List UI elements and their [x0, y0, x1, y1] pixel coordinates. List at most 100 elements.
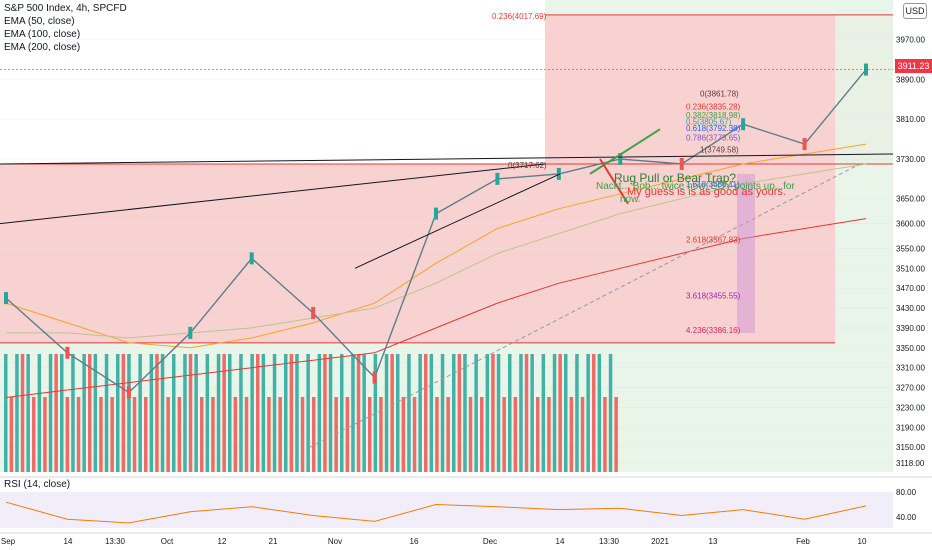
- annotation-line-1: Nackt... Bob... twice now. EOY points up…: [596, 181, 795, 192]
- volume-bar: [362, 354, 366, 472]
- volume-bar: [138, 354, 142, 472]
- price-candle: [126, 386, 131, 399]
- price-candle: [188, 326, 193, 339]
- volume-bar: [312, 397, 316, 472]
- volume-bar: [26, 354, 30, 472]
- fib-level-label: 0.618(3792.38): [686, 124, 741, 133]
- volume-bar: [177, 397, 182, 472]
- volume-bar: [390, 354, 394, 472]
- volume-bar: [356, 354, 361, 472]
- volume-bar: [440, 354, 445, 472]
- volume-bar: [144, 397, 148, 472]
- volume-bar: [351, 354, 355, 472]
- y-tick-label: 3470.00: [896, 284, 925, 293]
- y-tick-label: 3810.00: [896, 115, 925, 124]
- volume-bar: [536, 397, 540, 472]
- volume-bar: [401, 397, 406, 472]
- fib-level-label: 0.236(3835.28): [686, 103, 741, 112]
- y-tick-label: 3230.00: [896, 403, 925, 412]
- volume-bar: [485, 354, 490, 472]
- volume-bar: [603, 397, 607, 472]
- x-tick-label: Nov: [328, 537, 342, 546]
- y-tick-label: 3390.00: [896, 324, 925, 333]
- fib-level-label: 0.382(3818.98): [686, 111, 741, 120]
- volume-bar: [222, 354, 226, 472]
- fib-zone-green-right: [835, 14, 893, 472]
- volume-bar: [580, 397, 585, 472]
- volume-bar: [317, 354, 322, 472]
- volume-bar: [239, 354, 243, 472]
- volume-bar: [183, 354, 187, 472]
- x-tick-label: Oct: [161, 537, 174, 546]
- volume-bar: [60, 354, 64, 472]
- fib-level-label: 0.786(3773.65): [686, 133, 741, 142]
- volume-bar: [88, 354, 92, 472]
- y-tick-label: 3350.00: [896, 344, 925, 353]
- volume-bar: [76, 397, 81, 472]
- volume-bar: [323, 354, 327, 472]
- volume-bar: [608, 354, 613, 472]
- rsi-tick-label: 40.00: [896, 513, 917, 522]
- volume-bar: [407, 354, 411, 472]
- volume-bar: [200, 397, 204, 472]
- volume-bar: [368, 397, 372, 472]
- volume-bar: [37, 354, 42, 472]
- volume-bar: [116, 354, 120, 472]
- volume-bar: [614, 397, 618, 472]
- volume-bar: [48, 354, 53, 472]
- last-price-badge: 3911.23: [895, 59, 932, 73]
- volume-bar: [519, 354, 523, 472]
- volume-bar: [110, 397, 114, 472]
- x-axis: Sep 14 13:30 Oct 12 21 Nov 16 Dec 14 13:30 2021 13 Fe…: [0, 532, 932, 546]
- legend-ema100: EMA (100, close): [4, 29, 81, 40]
- volume-bar: [9, 397, 14, 472]
- volume-bar: [284, 354, 288, 472]
- volume-bar: [424, 354, 428, 472]
- volume-bar: [491, 354, 495, 472]
- price-candle: [679, 157, 684, 170]
- volume-bar: [295, 354, 299, 472]
- price-candle: [249, 252, 254, 265]
- currency-button[interactable]: USD: [903, 3, 927, 19]
- x-tick-label: 13: [709, 537, 718, 546]
- y-tick-label: 3650.00: [896, 195, 925, 204]
- volume-bar: [384, 354, 389, 472]
- red-arrow: [599, 158, 629, 205]
- volume-bar: [586, 354, 590, 472]
- volume-bar: [300, 397, 305, 472]
- volume-bar: [446, 397, 450, 472]
- x-tick-label: 13:30: [599, 537, 620, 546]
- series-line-2: [5, 218, 867, 398]
- x-tick-label: 14: [556, 537, 565, 546]
- y-tick-label: 3890.00: [896, 75, 925, 84]
- volume-bar: [429, 354, 434, 472]
- volume-bar: [172, 354, 176, 472]
- volume-bar: [278, 397, 282, 472]
- x-tick-label: Sep: [1, 537, 16, 546]
- volume-bar: [524, 354, 529, 472]
- volume-bar: [15, 354, 19, 472]
- y-axis-bg: [893, 0, 932, 472]
- x-tick-label: 12: [218, 537, 227, 546]
- volume-bar: [564, 354, 568, 472]
- price-candle: [65, 346, 70, 359]
- volume-bar: [32, 397, 36, 472]
- volume-bar: [216, 354, 221, 472]
- volume-bar: [541, 354, 546, 472]
- volume-bar: [93, 354, 98, 472]
- fib-level-label: 0(3717.62): [508, 161, 547, 170]
- green-arrow: [589, 128, 661, 175]
- price-candle: [434, 207, 438, 220]
- volume-bar: [547, 397, 551, 472]
- y-tick-label: 3600.00: [896, 220, 925, 229]
- trendline-rising: [354, 173, 561, 269]
- volume-bar: [379, 397, 383, 472]
- volume-bar: [256, 354, 260, 472]
- price-candle: [618, 152, 623, 165]
- rsi-pane: 80.00 40.00: [0, 476, 932, 528]
- x-tick-label: 2021: [651, 537, 669, 546]
- volume-bar: [188, 354, 193, 472]
- volume-bar: [250, 354, 254, 472]
